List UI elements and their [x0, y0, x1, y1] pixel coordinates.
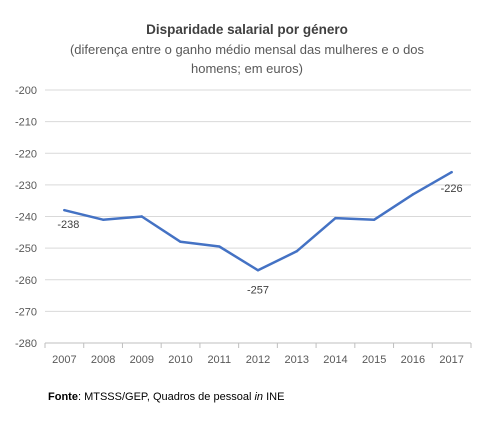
x-tick-label: 2008 [91, 354, 115, 366]
source-note: Fonte: MTSSS/GEP, Quadros de pessoal in … [48, 391, 284, 403]
x-axis: 2007 2008 2009 2010 2011 2012 2013 2014 2015 2016… [44, 343, 472, 366]
data-point [63, 208, 66, 212]
x-tick-label: 2015 [362, 354, 386, 366]
y-tick-label: -280 [15, 338, 37, 350]
data-point [179, 240, 182, 243]
data-point [101, 218, 105, 221]
data-point [334, 216, 337, 220]
data-point [256, 269, 260, 272]
x-tick-label: 2012 [246, 354, 270, 366]
y-tick-label: -240 [15, 212, 37, 224]
data-label: -257 [247, 284, 269, 296]
source-label: Fonte [48, 391, 78, 403]
chart-title: Disparidade salarial por género [146, 22, 348, 37]
x-tick-label: 2010 [168, 354, 192, 366]
x-tick-label: 2014 [323, 354, 347, 366]
data-label: -226 [441, 183, 463, 195]
data-point [411, 193, 415, 196]
y-tick-label: -210 [15, 117, 37, 129]
x-tick-label: 2013 [284, 354, 308, 366]
x-tick-label: 2009 [130, 354, 154, 366]
data-point [295, 250, 298, 253]
data-point [140, 215, 144, 218]
y-tick-label: -260 [15, 275, 37, 287]
data-labels: -238 -257 -226 [57, 183, 462, 296]
chart-subtitle: (diferença entre o ganho médio mensal da… [69, 42, 425, 76]
x-tick-label: 2016 [401, 354, 425, 366]
y-tick-label: -270 [15, 306, 37, 318]
data-point [450, 171, 453, 174]
x-tick-label: 2007 [52, 354, 76, 366]
y-axis: -200 -210 -220 -230 -240 -250 -260 -270 -280 [15, 85, 37, 350]
y-tick-label: -220 [15, 148, 37, 160]
y-tick-label: -200 [15, 85, 37, 97]
source-italic: in [254, 391, 264, 403]
x-tick-label: 2011 [207, 354, 231, 366]
series-line [63, 170, 453, 272]
data-point [372, 218, 376, 221]
y-tick-label: -250 [15, 243, 37, 255]
gridlines [45, 89, 471, 344]
data-label: -238 [57, 219, 79, 231]
y-tick-label: -230 [15, 180, 37, 192]
series-polyline [63, 170, 453, 272]
source-text-end: INE [263, 391, 285, 403]
source-text: : MTSSS/GEP, Quadros de pessoal [77, 391, 255, 403]
x-tick-label: 2017 [439, 354, 463, 366]
data-point [218, 245, 221, 248]
